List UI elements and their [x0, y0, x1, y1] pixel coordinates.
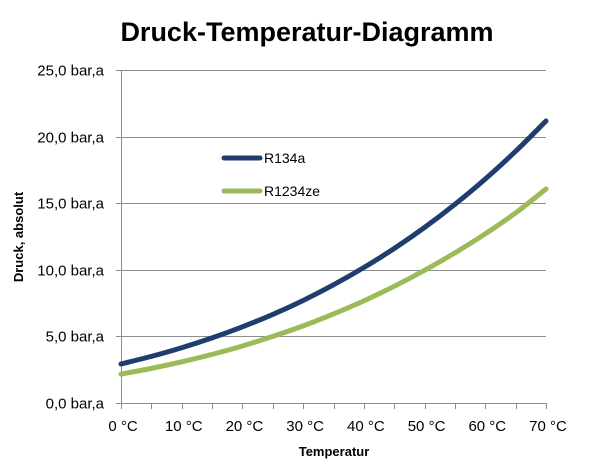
y-tick-label: 15,0 bar,a — [37, 196, 104, 213]
legend: R134a R1234ze — [221, 150, 320, 199]
gridlines — [121, 70, 546, 337]
x-tick-label: 70 °C — [529, 418, 567, 435]
y-tick-label: 25,0 bar,a — [37, 63, 104, 80]
x-axis-tick-labels: 0 °C 10 °C 20 °C 30 °C 40 °C 50 °C 60 °C 70 °C — [108, 418, 567, 435]
chart-title: Druck-Temperatur-Diagramm — [120, 17, 493, 47]
y-tick-label: 0,0 bar,a — [46, 396, 105, 413]
x-axis-title: Temperatur — [299, 444, 370, 459]
x-tick-label: 60 °C — [468, 418, 506, 435]
legend-label-r1234ze: R1234ze — [264, 183, 320, 199]
axes — [116, 70, 547, 409]
x-tick-label: 40 °C — [347, 418, 385, 435]
series-line-r1234ze — [118, 186, 549, 377]
x-tick-label: 50 °C — [408, 418, 446, 435]
legend-label-r134a: R134a — [264, 150, 305, 166]
series-line-r134a — [118, 118, 549, 367]
y-tick-label: 10,0 bar,a — [37, 263, 104, 280]
y-tick-label: 5,0 bar,a — [46, 329, 105, 346]
x-tick-label: 30 °C — [286, 418, 324, 435]
data-series — [118, 118, 549, 377]
y-tick-label: 20,0 bar,a — [37, 130, 104, 147]
y-axis-tick-labels: 0,0 bar,a 5,0 bar,a 10,0 bar,a 15,0 bar,a 20… — [37, 63, 104, 413]
y-axis-title: Druck, absolut — [11, 191, 26, 282]
x-tick-label: 0 °C — [108, 418, 138, 435]
x-tick-label: 10 °C — [165, 418, 203, 435]
x-tick-label: 20 °C — [226, 418, 264, 435]
